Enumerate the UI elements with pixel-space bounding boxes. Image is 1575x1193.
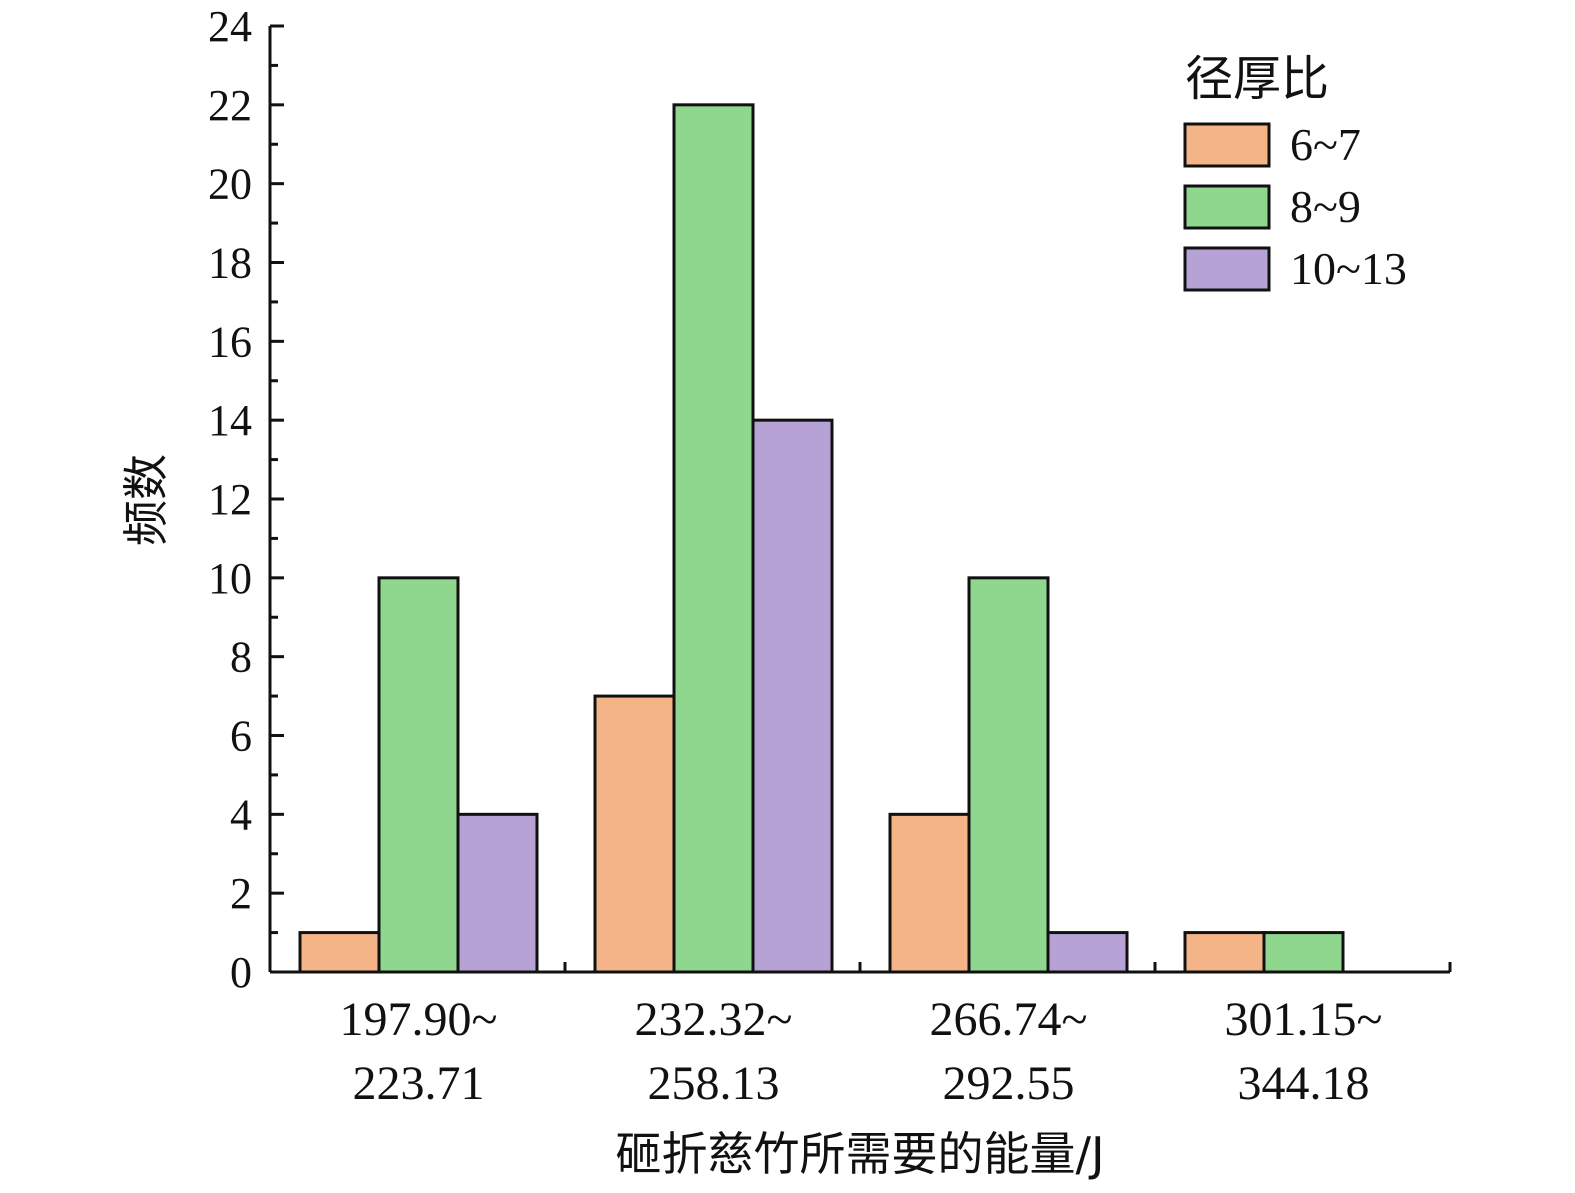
bar-6~7-cat3 bbox=[888, 812, 971, 974]
legend-label-10~13: 10~13 bbox=[1290, 243, 1407, 294]
legend-title: 径厚比 bbox=[1185, 51, 1329, 107]
legend-label-8~9: 8~9 bbox=[1290, 181, 1361, 232]
legend: 径厚比 6~7 8~9 10~13 bbox=[1183, 51, 1407, 294]
bar-6~7-cat1 bbox=[298, 931, 381, 974]
x-category-label: 197.90~ bbox=[340, 993, 498, 1046]
x-category-label: 301.15~ bbox=[1225, 993, 1383, 1046]
bar-8~9-cat1 bbox=[377, 576, 460, 974]
y-tick-label: 12 bbox=[208, 475, 252, 524]
y-tick-label: 24 bbox=[208, 2, 252, 51]
x-category-label: 292.55 bbox=[943, 1057, 1075, 1110]
legend-swatch-6~7 bbox=[1183, 122, 1271, 168]
bar-8~9-cat2 bbox=[672, 103, 755, 974]
legend-label-6~7: 6~7 bbox=[1290, 119, 1361, 170]
x-category-label: 266.74~ bbox=[930, 993, 1088, 1046]
y-tick-label: 4 bbox=[230, 790, 252, 839]
y-axis-title: 频数 bbox=[119, 454, 173, 546]
y-tick-label: 6 bbox=[230, 712, 252, 761]
bar-6~7-cat2 bbox=[593, 694, 676, 974]
bar-6~7-cat4 bbox=[1183, 931, 1266, 974]
bar-10~13-cat3 bbox=[1046, 931, 1129, 974]
y-tick-label: 16 bbox=[208, 317, 252, 366]
y-tick-label: 18 bbox=[208, 239, 252, 288]
x-category-label: 232.32~ bbox=[635, 993, 793, 1046]
bar-10~13-cat1 bbox=[456, 812, 539, 974]
y-tick-label: 0 bbox=[230, 948, 252, 997]
y-tick-label: 22 bbox=[208, 81, 252, 130]
bar-10~13-cat2 bbox=[751, 418, 834, 974]
y-tick-label: 20 bbox=[208, 160, 252, 209]
x-category-label: 344.18 bbox=[1238, 1057, 1370, 1110]
y-tick-label: 10 bbox=[208, 554, 252, 603]
y-tick-label: 2 bbox=[230, 869, 252, 918]
bar-8~9-cat4 bbox=[1262, 931, 1345, 974]
legend-swatch-10~13 bbox=[1183, 246, 1271, 292]
legend-swatch-8~9 bbox=[1183, 184, 1271, 230]
y-tick-label: 14 bbox=[208, 396, 252, 445]
x-category-labels: 197.90~ 223.71 232.32~ 258.13 266.74~ 292.55 3… bbox=[340, 993, 1383, 1110]
bars-group bbox=[298, 103, 1345, 974]
y-tick-label: 8 bbox=[230, 633, 252, 682]
x-category-label: 258.13 bbox=[648, 1057, 780, 1110]
x-category-label: 223.71 bbox=[353, 1057, 485, 1110]
bar-8~9-cat3 bbox=[967, 576, 1050, 974]
x-axis-title: 砸折慈竹所需要的能量/J bbox=[615, 1127, 1104, 1181]
